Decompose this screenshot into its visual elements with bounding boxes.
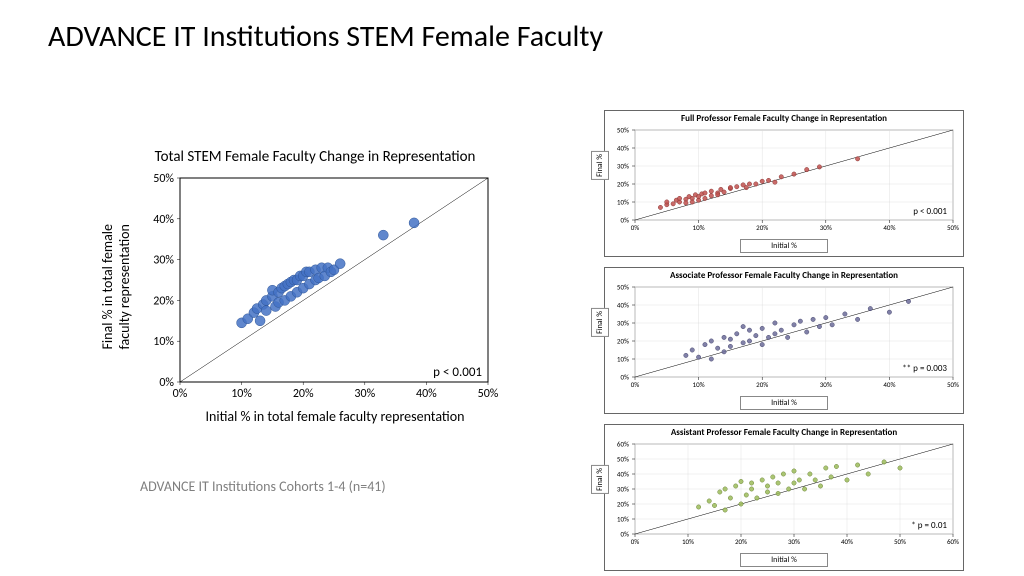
small-y-axis-label: Final % — [591, 308, 609, 337]
svg-text:10%: 10% — [617, 197, 629, 206]
small-charts-column: Full Professor Female Faculty Change in … — [604, 110, 964, 571]
svg-text:p < 0.001: p < 0.001 — [433, 365, 482, 380]
svg-text:40%: 40% — [883, 223, 895, 232]
svg-text:30%: 30% — [617, 161, 629, 170]
svg-text:40%: 40% — [617, 300, 629, 309]
small-y-axis-label: Final % — [591, 151, 609, 180]
small-chart-title: Assistant Professor Female Faculty Chang… — [605, 425, 963, 440]
svg-text:30%: 30% — [153, 254, 174, 268]
svg-text:50%: 50% — [617, 283, 629, 291]
small-chart-title: Full Professor Female Faculty Change in … — [605, 111, 963, 126]
svg-text:0%: 0% — [620, 529, 629, 538]
svg-text:50%: 50% — [153, 172, 174, 186]
svg-text:10%: 10% — [682, 537, 694, 546]
svg-text:20%: 20% — [617, 179, 629, 188]
svg-text:0%: 0% — [631, 537, 640, 546]
svg-text:20%: 20% — [153, 294, 174, 308]
svg-text:* p = 0.01: * p = 0.01 — [911, 520, 947, 531]
svg-text:p < 0.001: p < 0.001 — [913, 206, 947, 217]
svg-text:20%: 20% — [617, 336, 629, 345]
svg-text:40%: 40% — [883, 380, 895, 389]
svg-text:0%: 0% — [172, 387, 187, 401]
small-scatter-plot: 0% 10% 20% 30% 40% 50% 60% 0% 10% 20% 30% 40% 50% 60%… — [605, 440, 961, 548]
svg-text:10%: 10% — [693, 223, 705, 232]
main-chart-title: Total STEM Female Faculty Change in Repr… — [100, 148, 530, 166]
svg-text:50%: 50% — [477, 387, 497, 401]
small-scatter-plot: 0%10%20%30%40%50%0%10%20%30%40%50%p < 0.… — [605, 126, 961, 234]
footnote: ADVANCE IT Institutions Cohorts 1-4 (n=4… — [140, 478, 386, 495]
svg-text:30%: 30% — [820, 223, 832, 232]
small-chart-0: Full Professor Female Faculty Change in … — [604, 110, 964, 257]
main-scatter-plot: 0% 10% 20% 30% 40% 50% 0% 10% 20% 30% 40% 50% p < 0.… — [138, 172, 498, 402]
small-scatter-plot: 0%10%20%30%40%50%0%10%20%30%40%50%** p =… — [605, 283, 961, 391]
svg-text:10%: 10% — [231, 387, 252, 401]
svg-text:30%: 30% — [617, 318, 629, 327]
small-chart-title: Associate Professor Female Faculty Chang… — [605, 268, 963, 283]
svg-text:30%: 30% — [820, 380, 832, 389]
small-chart-2: Assistant Professor Female Faculty Chang… — [604, 424, 964, 571]
small-x-axis-label: Initial % — [740, 396, 828, 410]
svg-text:0%: 0% — [631, 223, 640, 232]
svg-text:50%: 50% — [617, 454, 629, 463]
svg-text:10%: 10% — [693, 380, 705, 389]
svg-text:60%: 60% — [617, 440, 629, 448]
svg-text:40%: 40% — [617, 143, 629, 152]
svg-text:50%: 50% — [894, 537, 906, 546]
svg-text:20%: 20% — [292, 387, 313, 401]
svg-text:10%: 10% — [617, 354, 629, 363]
small-chart-1: Associate Professor Female Faculty Chang… — [604, 267, 964, 414]
svg-text:50%: 50% — [947, 223, 959, 232]
svg-text:40%: 40% — [841, 537, 853, 546]
svg-text:20%: 20% — [617, 499, 629, 508]
svg-text:0%: 0% — [620, 215, 629, 224]
svg-text:20%: 20% — [756, 223, 768, 232]
small-x-axis-label: Initial % — [740, 553, 828, 567]
svg-text:50%: 50% — [617, 126, 629, 134]
svg-text:10%: 10% — [153, 335, 174, 349]
svg-text:40%: 40% — [617, 469, 629, 478]
svg-text:50%: 50% — [947, 380, 959, 389]
svg-text:30%: 30% — [354, 387, 375, 401]
svg-text:40%: 40% — [416, 387, 437, 401]
svg-text:0%: 0% — [620, 372, 629, 381]
small-y-axis-label: Final % — [591, 465, 609, 494]
main-y-axis-label: Final % in total female faculty represen… — [100, 224, 134, 350]
svg-text:30%: 30% — [788, 537, 800, 546]
svg-text:30%: 30% — [617, 484, 629, 493]
small-x-axis-label: Initial % — [740, 239, 828, 253]
svg-text:20%: 20% — [756, 380, 768, 389]
slide-title: ADVANCE IT Institutions STEM Female Facu… — [48, 18, 603, 55]
svg-text:60%: 60% — [947, 537, 959, 546]
main-x-axis-label: Initial % in total female faculty repres… — [140, 408, 530, 425]
svg-text:40%: 40% — [153, 213, 174, 227]
svg-text:0%: 0% — [159, 376, 174, 390]
svg-text:10%: 10% — [617, 514, 629, 523]
svg-text:** p = 0.003: ** p = 0.003 — [902, 363, 947, 374]
svg-text:0%: 0% — [631, 380, 640, 389]
svg-text:20%: 20% — [735, 537, 747, 546]
main-chart: Total STEM Female Faculty Change in Repr… — [100, 148, 530, 425]
